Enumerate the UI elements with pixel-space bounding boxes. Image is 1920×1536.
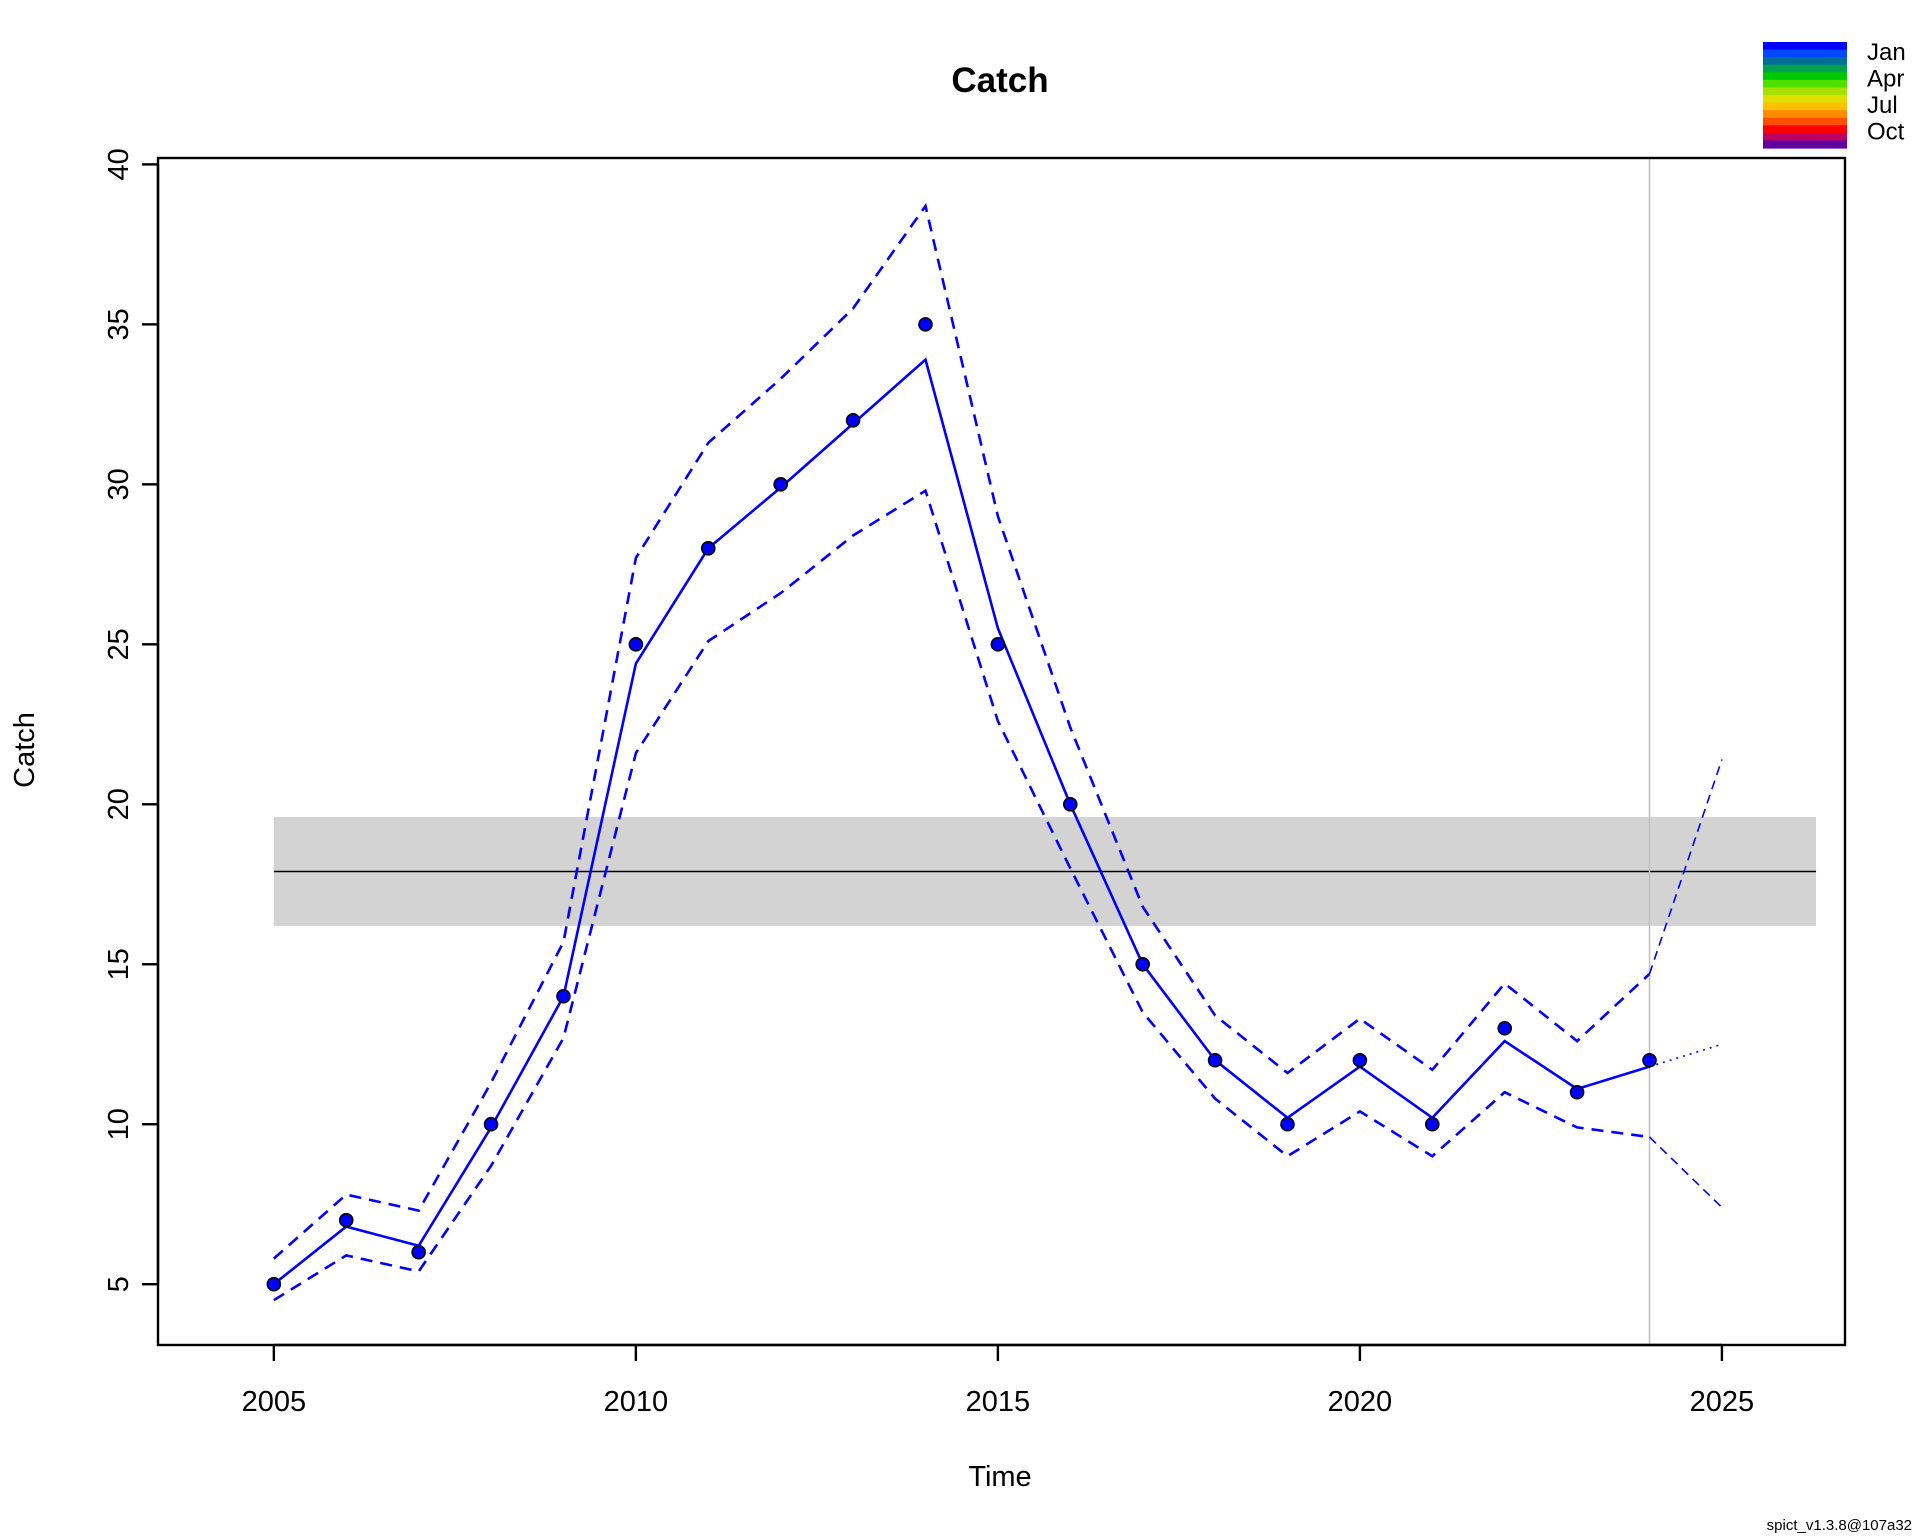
legend-color-swatch (1763, 125, 1847, 134)
legend-color-swatch (1763, 72, 1847, 81)
forecast-upper-ci-line (1648, 759, 1723, 975)
x-axis-title: Time (968, 1461, 1031, 1493)
x-tick-label: 2020 (1328, 1386, 1393, 1418)
y-tick-label: 10 (103, 1108, 135, 1140)
observed-catch-point (411, 1244, 426, 1260)
legend-color-swatch (1763, 57, 1847, 66)
observed-catch-point (1352, 1052, 1368, 1068)
forecast-lower-ci-line (1648, 1136, 1723, 1208)
observed-catch-point (845, 413, 861, 428)
x-tick-label: 2025 (1690, 1386, 1755, 1418)
legend-color-swatch (1763, 102, 1847, 111)
legend-color-swatch (1763, 42, 1847, 51)
legend-color-swatch (1763, 49, 1847, 58)
y-tick-label: 25 (103, 628, 135, 660)
legend-color-swatch (1763, 95, 1847, 104)
fitted-catch-line (272, 357, 1650, 1286)
y-axis-title: Catch (9, 712, 41, 788)
legend-label: Oct (1867, 119, 1905, 146)
observed-catch-point (1207, 1052, 1223, 1068)
x-tick-label: 2010 (604, 1386, 669, 1418)
y-tick-label: 35 (103, 308, 135, 340)
observed-catch-point (628, 637, 644, 652)
version-footer: spict_v1.3.8@107a32 (1767, 1517, 1912, 1534)
legend-color-swatch (1763, 87, 1847, 96)
legend-color-swatch (1763, 132, 1847, 142)
observed-catch-point (1425, 1116, 1440, 1132)
fitted-upper-ci-line (272, 202, 1651, 1260)
legend-color-swatch (1763, 110, 1847, 119)
legend-label: Jul (1867, 92, 1898, 119)
y-tick-label: 5 (103, 1276, 135, 1292)
observed-catch-point (266, 1276, 282, 1292)
observed-catch-point (338, 1212, 354, 1228)
observed-catch-point (990, 637, 1006, 652)
observed-catch-point (773, 477, 788, 492)
chart-title: Catch (951, 61, 1048, 100)
y-tick-label: 15 (103, 948, 135, 980)
observed-catch-point (483, 1116, 499, 1132)
y-tick-label: 20 (103, 788, 135, 820)
forecast-catch-line (1649, 1043, 1723, 1068)
y-tick-label: 30 (103, 468, 135, 500)
observed-catch-point (1642, 1052, 1657, 1068)
plot-frame (156, 156, 1847, 1347)
observed-catch-point (1569, 1084, 1585, 1100)
y-tick-label: 40 (103, 148, 135, 180)
legend-color-swatch (1763, 140, 1847, 149)
observed-catch-point (700, 541, 716, 556)
observed-catch-point (918, 317, 933, 332)
observed-catch-point (1497, 1020, 1513, 1036)
legend-color-swatch (1763, 117, 1847, 126)
fitted-lower-ci-line (273, 488, 1650, 1302)
observed-catch-point (1062, 796, 1078, 812)
legend-label: Jan (1867, 39, 1906, 66)
observed-catch-point (1135, 956, 1150, 972)
legend-label: Apr (1867, 66, 1904, 93)
observed-catch-point (1280, 1116, 1295, 1132)
x-tick-label: 2005 (242, 1386, 307, 1418)
legend-color-swatch (1763, 79, 1847, 89)
x-tick-label: 2015 (966, 1386, 1031, 1418)
legend-color-swatch (1763, 64, 1847, 73)
observed-catch-point (556, 988, 571, 1004)
